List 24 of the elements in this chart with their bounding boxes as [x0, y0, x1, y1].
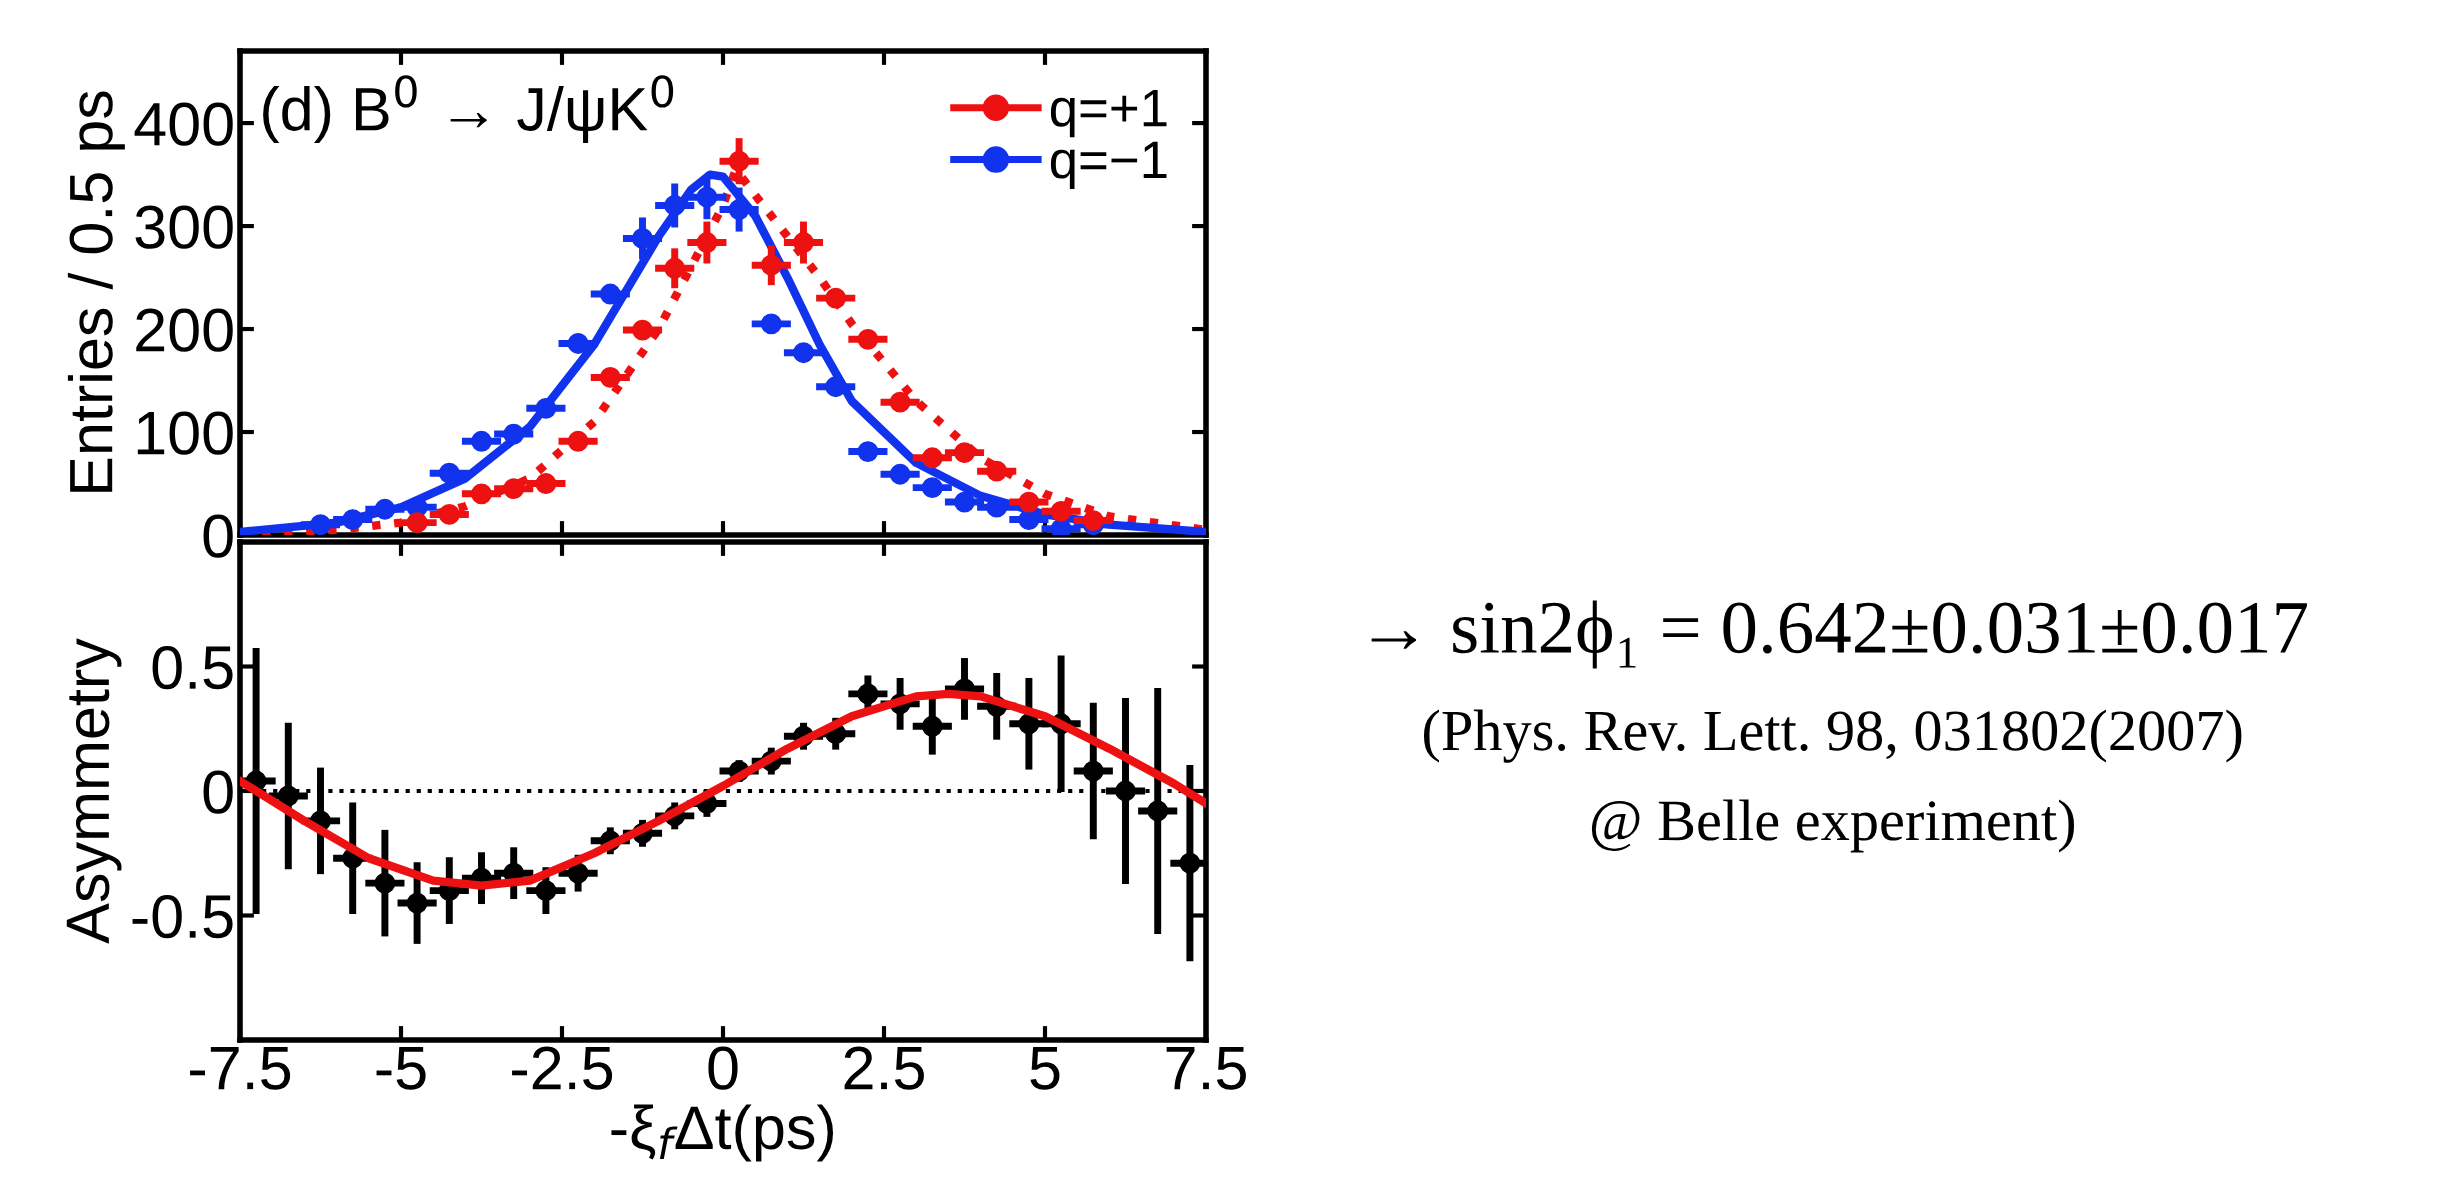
x-tick-label: -5	[376, 1047, 426, 1090]
x-tick-label: 2.5	[844, 1046, 924, 1090]
legend-label: q=−1	[1050, 141, 1167, 189]
x-tick-label: -2.5	[512, 1046, 613, 1090]
chart-title: (d) B$^{0}$ → J/ψK$^{0}$	[263, 75, 674, 144]
x-axis-title: -ξ$_{f}$Δt(ps)	[611, 1104, 833, 1162]
x-tick-label: 5	[1030, 1047, 1060, 1090]
y-tick-label: 100	[137, 411, 233, 455]
y-tick-label: -0.5	[132, 894, 233, 939]
text: → sin2ϕ₁ = 0.642±0.031±0.017	[1371, 600, 2307, 669]
y-tick-label: 300	[135, 205, 233, 249]
x-tick-label: 0	[708, 1046, 738, 1090]
y-tick-label: 200	[136, 308, 233, 352]
y-axis-title: Asymmetry	[66, 638, 122, 944]
y-tick-label: 0.5	[152, 645, 233, 690]
legend-label: q=+1	[1050, 89, 1167, 138]
y-tick-label: 0	[203, 514, 233, 558]
y-tick-label: 0	[203, 770, 233, 814]
x-tick-label: 7.5	[1166, 1047, 1246, 1090]
text: @ Belle experiment)	[1591, 799, 2075, 853]
x-tick-label: -7.5	[190, 1047, 291, 1090]
y-axis-title: Entries / 0.5 ps	[67, 91, 125, 492]
y-tick-label: 400	[134, 102, 233, 146]
text: (Phys. Rev. Lett. 98, 031802(2007)	[1424, 709, 2242, 763]
